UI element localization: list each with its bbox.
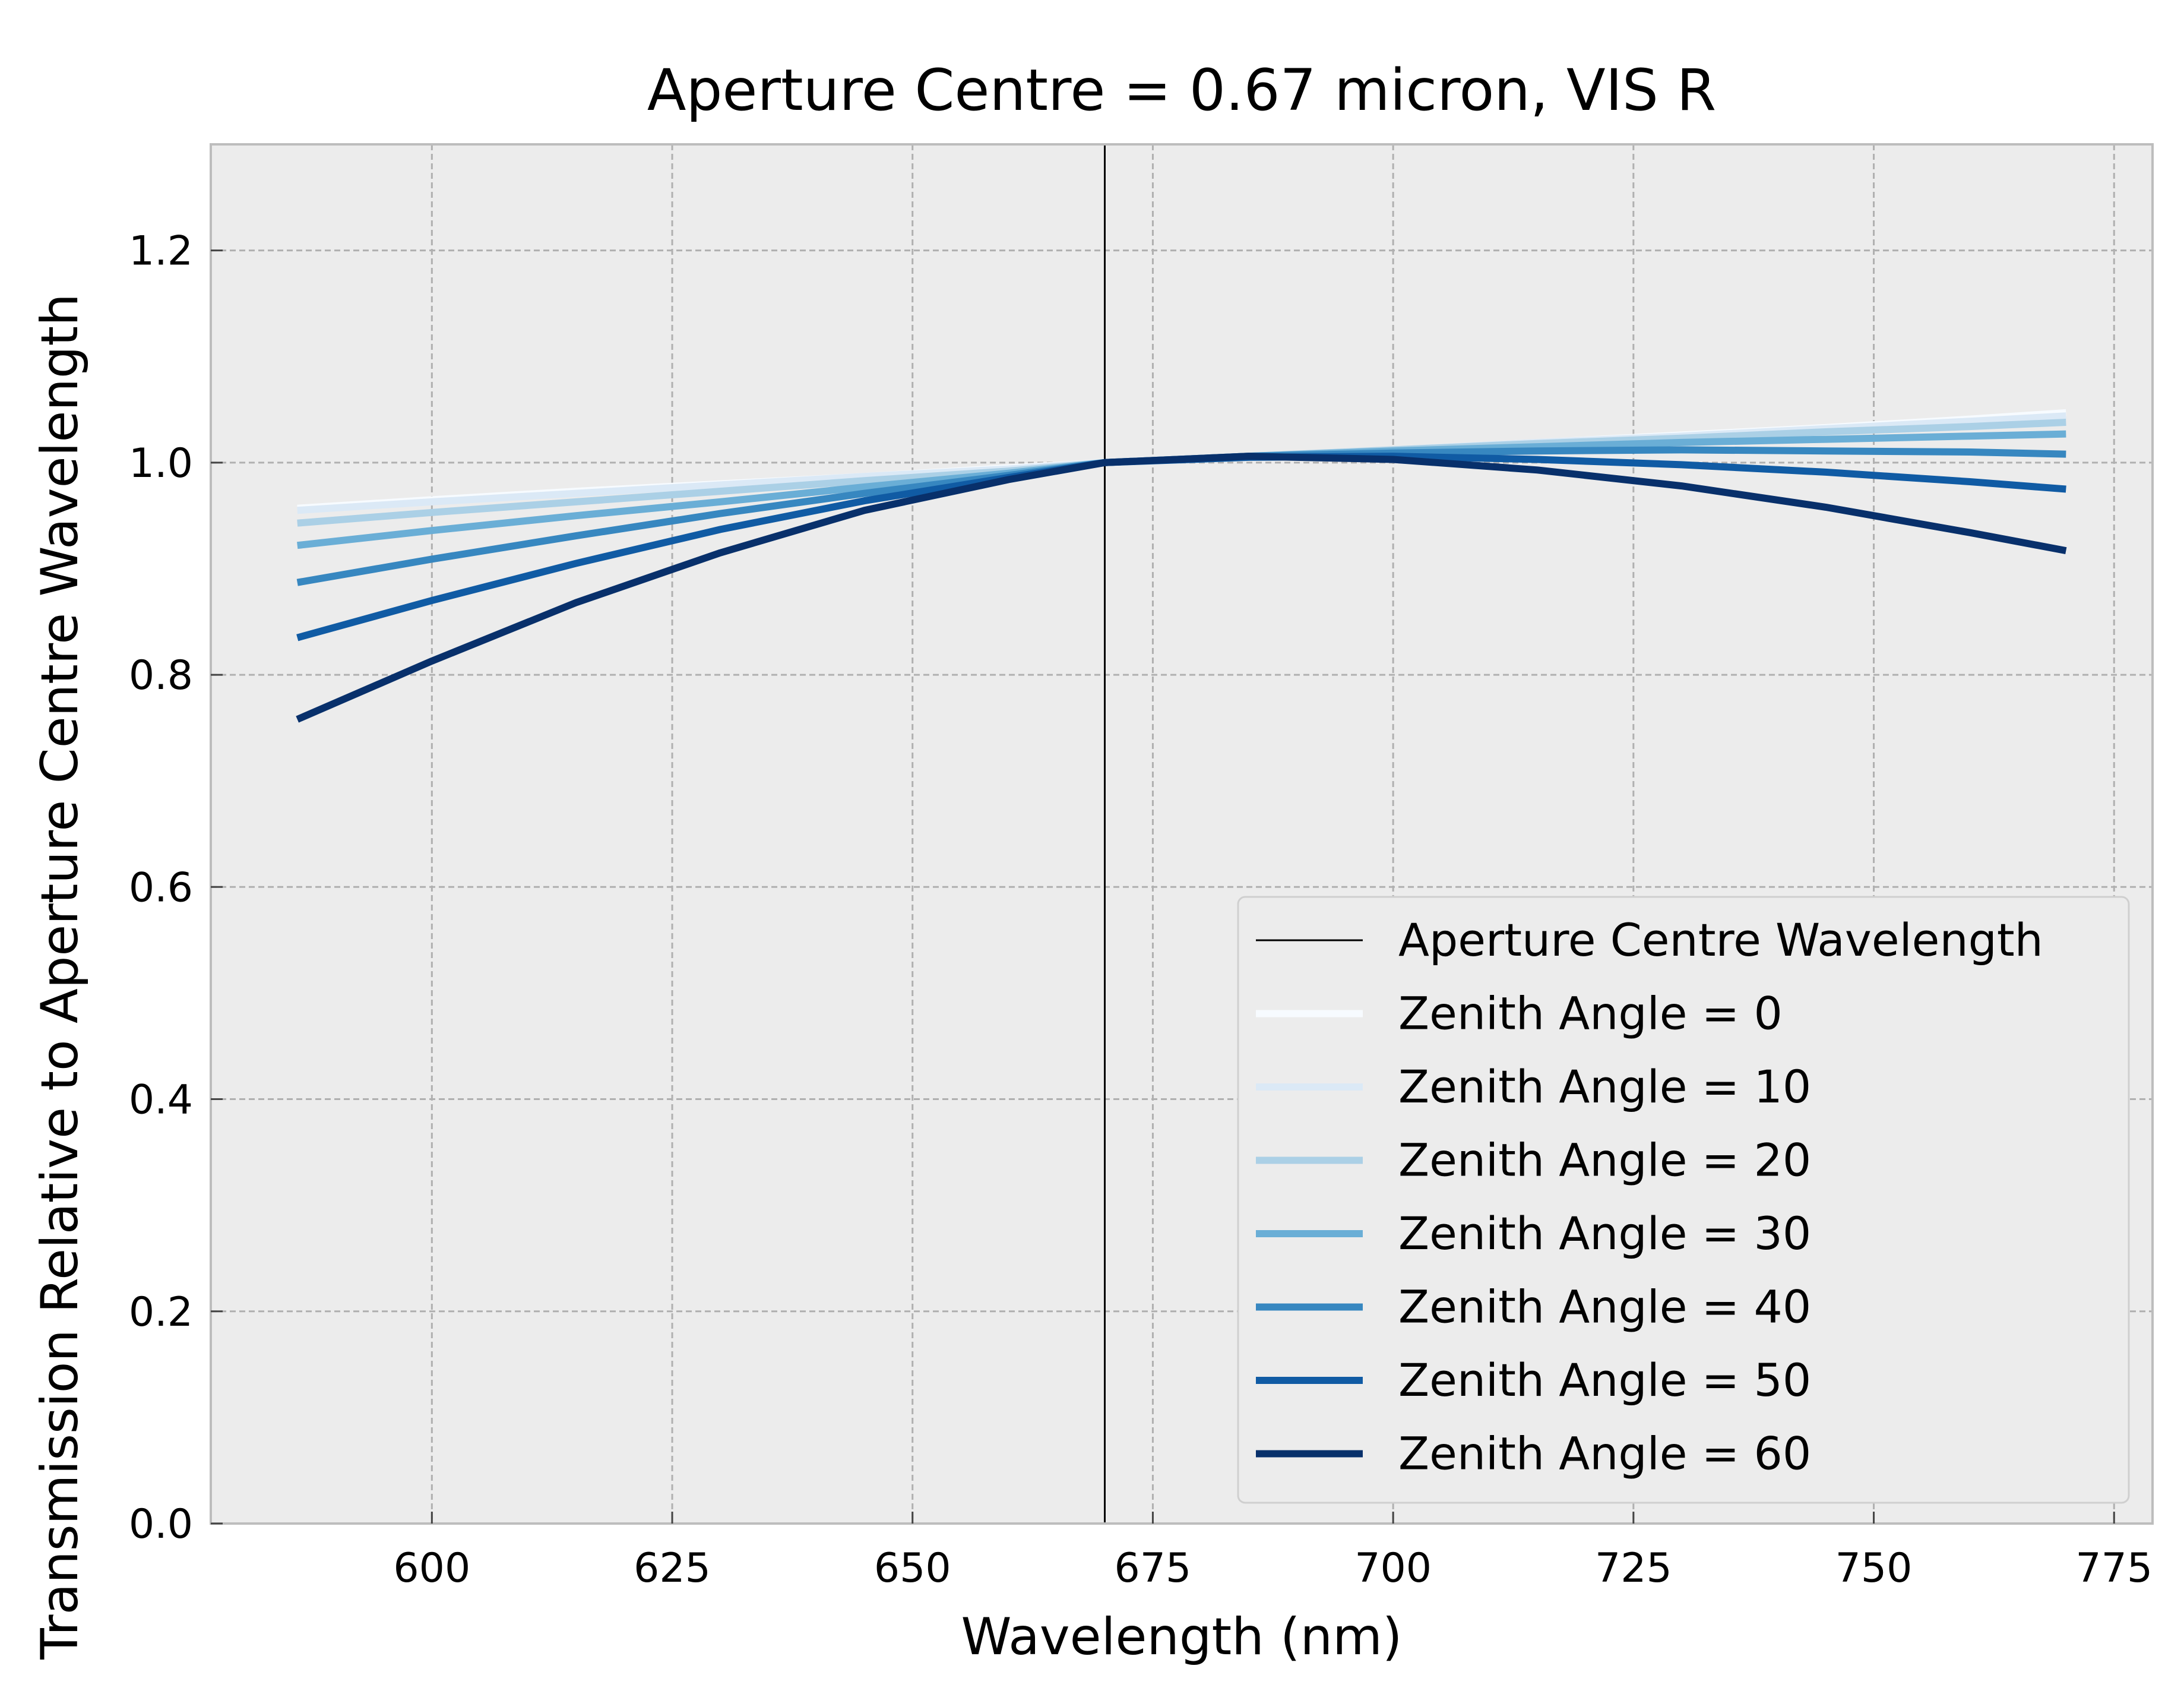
x-tick-label: 600 [393, 1545, 470, 1592]
series-layer [296, 144, 2067, 1524]
legend-label: Zenith Angle = 30 [1398, 1207, 1811, 1260]
grid [211, 144, 2153, 1525]
plot-frame [210, 143, 2154, 1525]
legend-label: Zenith Angle = 40 [1398, 1281, 1811, 1333]
x-tick-label: 650 [874, 1545, 951, 1592]
x-axis-label: Wavelength (nm) [961, 1607, 1403, 1667]
x-tick-label: 625 [634, 1545, 711, 1592]
legend-label: Aperture Centre Wavelength [1398, 914, 2043, 966]
x-tick-label: 675 [1115, 1545, 1192, 1592]
y-tick-label: 1.2 [129, 228, 193, 275]
x-tick-label: 725 [1595, 1545, 1672, 1592]
series-line-6 [296, 453, 2067, 723]
legend-label: Zenith Angle = 10 [1398, 1060, 1811, 1113]
legend-label: Zenith Angle = 20 [1398, 1134, 1811, 1187]
y-tick-label: 0.6 [129, 864, 193, 911]
axis-ticks: 600 625 650 675 700 725 750 775 0.0 0.2 0.4 0.6 0.8 1… [129, 228, 2153, 1592]
legend-label: Zenith Angle = 0 [1398, 987, 1783, 1040]
y-tick-label: 0.4 [129, 1077, 193, 1124]
legend-box [1237, 896, 2130, 1504]
x-tick-label: 775 [2075, 1545, 2153, 1592]
legend-label: Zenith Angle = 50 [1398, 1354, 1811, 1407]
y-tick-label: 1.0 [129, 440, 193, 487]
y-tick-label: 0.0 [129, 1501, 193, 1548]
y-axis-label: Transmission Relative to Aperture Centre… [30, 293, 90, 1660]
y-tick-label: 0.2 [129, 1289, 193, 1336]
legend-label: Zenith Angle = 60 [1398, 1427, 1811, 1480]
x-tick-label: 700 [1354, 1545, 1432, 1592]
x-tick-label: 750 [1835, 1545, 1913, 1592]
y-tick-label: 0.8 [129, 652, 193, 699]
chart-title: Aperture Centre = 0.67 micron, VIS R [647, 57, 1716, 124]
legend: Aperture Centre Wavelength Zenith Angle =… [1237, 896, 2130, 1504]
